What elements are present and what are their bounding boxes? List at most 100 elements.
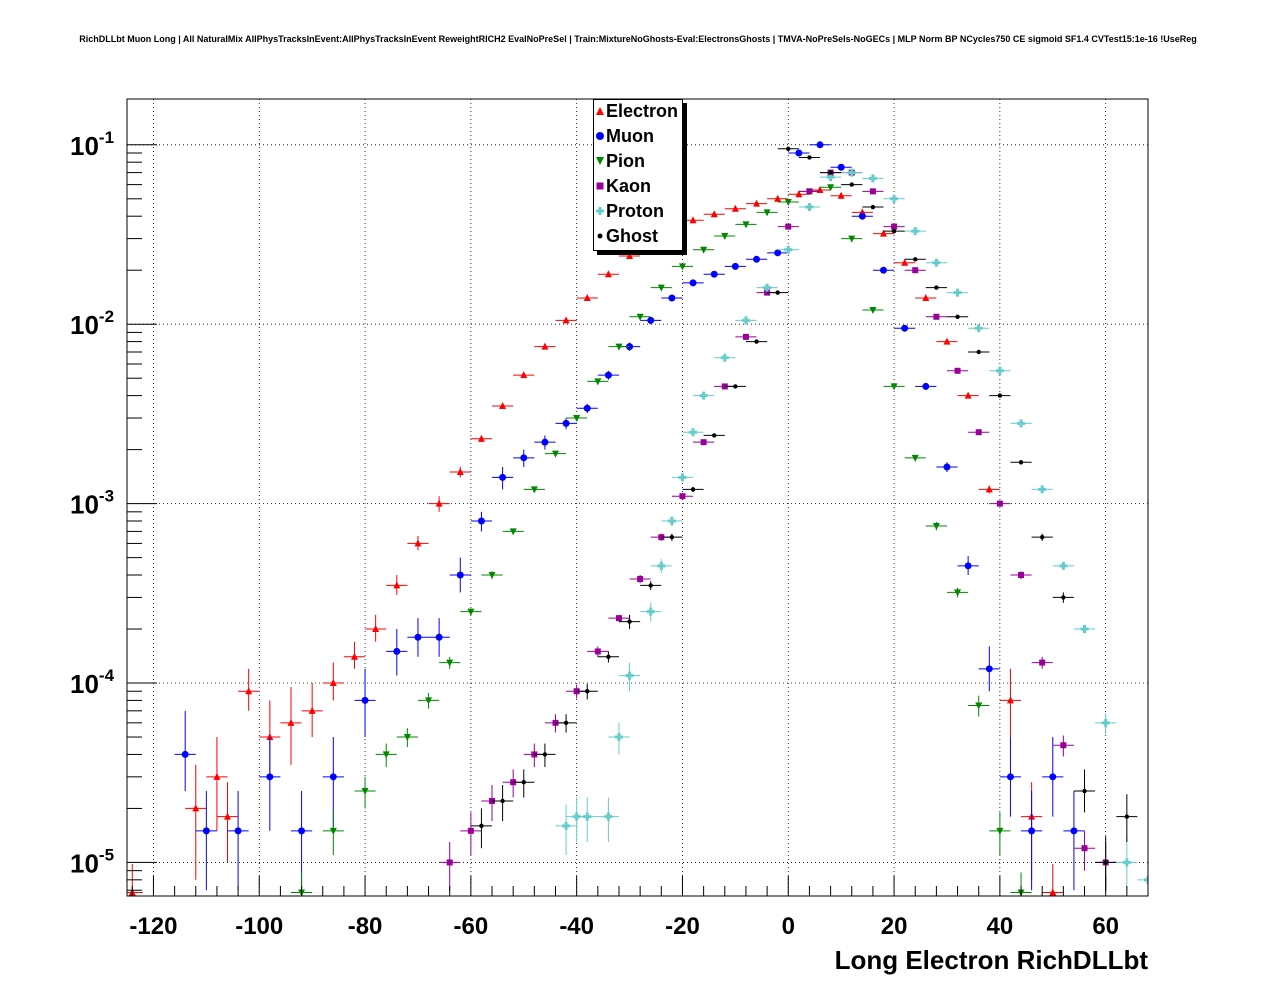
data-point-proton [974,324,983,333]
data-point-electron [350,652,358,660]
data-point-proton [583,812,592,821]
data-point-proton [995,366,1004,375]
x-tick-label: 20 [881,913,908,940]
data-point-kaon [742,333,749,340]
data-point-ghost [754,339,759,344]
data-point-proton [1017,419,1026,428]
data-point-pion [552,450,560,458]
data-point-ghost [775,290,780,295]
data-point-ghost [1061,595,1066,600]
triangle-down-marker-icon [596,157,604,165]
data-point-muon [298,827,306,835]
data-point-ghost [500,798,505,804]
data-point-pion [361,788,369,796]
data-point-ghost [648,583,653,588]
data-point-kaon [446,859,453,866]
chart-title: RichDLLbt Muon Long | All NaturalMix All… [79,34,1197,44]
data-point-muon [774,249,782,257]
data-point-pion [425,697,433,705]
data-point-electron [541,342,549,350]
data-point-pion [975,702,983,710]
data-point-pion [890,383,898,391]
legend-item-proton: Proton [594,200,682,225]
data-point-kaon [975,429,982,436]
legend-label: Pion [606,151,645,171]
data-point-pion [784,198,792,206]
series-electron [127,185,1064,896]
data-point-electron [192,804,200,812]
data-point-pion [382,751,390,759]
data-point-muon [753,255,761,263]
circle-marker-icon [596,132,604,140]
data-point-muon [234,827,242,835]
data-point-kaon [891,223,898,230]
data-point-pion [678,263,686,271]
data-point-muon [202,827,210,835]
data-point-pion [848,235,856,243]
data-point-ghost [955,314,960,319]
data-point-proton [826,173,835,182]
x-tick-label: -120 [129,913,177,940]
dot-marker-icon [597,233,603,239]
data-point-pion [530,486,538,494]
data-point-pion [657,284,665,292]
data-point-muon [1070,827,1078,835]
data-point-electron [213,772,221,780]
data-point-electron [901,258,909,266]
data-point-kaon [806,188,813,195]
data-point-electron [837,191,845,199]
y-tick-label: 10-3 [70,487,114,520]
data-point-kaon [615,615,622,622]
data-point-electron [626,251,634,259]
data-point-proton [562,821,571,830]
data-point-muon [710,270,718,278]
x-tick-label: 60 [1092,913,1119,940]
data-point-proton [720,353,729,362]
data-point-ghost [786,146,791,151]
data-point-electron [943,337,951,345]
x-tick-label: -100 [235,913,283,940]
data-point-pion [721,233,729,241]
data-point-electron [308,706,316,714]
data-point-proton [667,517,676,526]
data-point-ghost [1082,788,1087,794]
data-point-ghost [828,170,833,175]
data-point-ghost [669,534,675,540]
data-point-pion [763,209,771,217]
legend-item-ghost: Ghost [594,225,682,250]
data-point-proton [1101,718,1110,727]
data-point-muon [361,696,369,704]
data-point-muon [985,665,993,673]
legend-label: Kaon [606,176,651,196]
data-point-pion [911,454,919,462]
x-tick-label: -60 [454,913,489,940]
data-point-ghost [891,228,897,234]
data-point-proton [689,428,698,437]
data-point-ghost [913,257,918,262]
series-pion [290,184,1032,896]
data-point-muon [668,294,676,302]
data-point-muon [604,371,612,379]
series-muon [174,141,1085,891]
data-point-electron [499,402,507,410]
y-axis: 10-5 10-4 10-3 10-2 10-1 [70,128,157,891]
data-point-muon [1006,773,1014,781]
series-kaon [439,169,1117,891]
data-point-pion [700,246,708,254]
data-point-pion [742,221,750,229]
data-point-muon [393,647,401,655]
data-point-ghost [1039,534,1045,540]
data-point-proton [911,227,920,236]
data-point-pion [954,589,962,597]
data-point-kaon [679,493,686,500]
triangle-up-marker-icon [596,107,604,115]
data-point-electron [520,371,528,379]
data-point-muon [266,773,274,781]
data-point-ghost [521,780,526,785]
x-tick-label: -80 [348,913,383,940]
data-point-muon [816,141,824,149]
legend: Electron Muon Pion Kaon Proton Ghost [593,99,683,251]
x-axis: -120 -100 -80 -60 -40 -20 0 20 40 60 [129,876,1149,940]
data-point-proton [699,391,708,400]
series-proton [555,168,1148,896]
